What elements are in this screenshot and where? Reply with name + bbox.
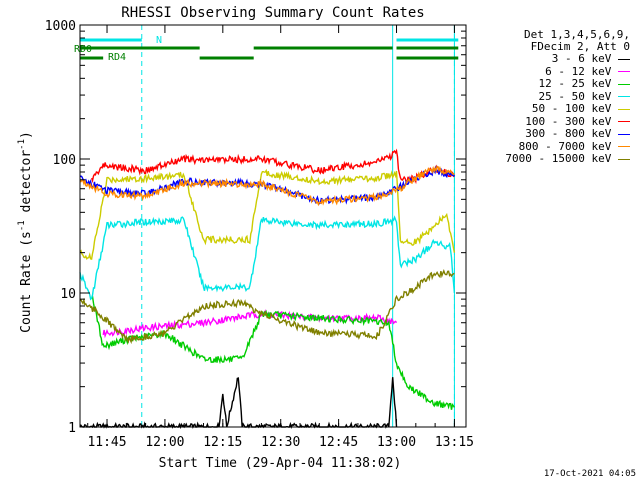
legend-item-label: 3 - 6 keV [551,52,618,65]
y-tick-label-1: 10 [60,287,76,302]
y-tick-label-3: 1000 [45,19,76,34]
bar-label-rd0: RD0 [74,44,92,55]
legend-swatch [618,58,630,60]
legend-item-label: 100 - 300 keV [525,114,618,128]
legend-item: 3 - 6 keV [552,52,630,65]
legend-item: 100 - 300 keV [525,115,630,128]
legend-item: 800 - 7000 keV [519,140,630,153]
legend-header-line-1: Det 1,3,4,5,6,9, [524,28,630,41]
legend-item: 6 - 12 keV [545,65,630,78]
legend-swatch [618,71,630,72]
y-axis-label: Count Rate (s-1 detector-1) [17,131,34,333]
legend-swatch [618,133,630,135]
plot-area [79,25,459,430]
legend-swatch [618,121,630,122]
x-tick-label-2: 12:15 [203,435,242,450]
y-tick-label-2: 100 [53,153,76,168]
legend-swatch [618,96,630,97]
legend-item-label: 6 - 12 keV [545,64,618,78]
legend-item: 7000 - 15000 keV [505,152,630,165]
x-axis-label: Start Time (29-Apr-04 11:38:02) [159,456,402,471]
series-line-0 [79,377,398,430]
legend-item: 12 - 25 keV [539,77,630,90]
legend-item: 300 - 800 keV [525,127,630,140]
bar-label-rd4: RD4 [108,52,126,63]
series-line-5 [90,148,455,185]
legend-header-line-2: FDecim 2, Att 0 [530,40,630,53]
y-tick-label-0: 1 [68,421,76,436]
legend-swatch [618,83,630,85]
legend-item-label: 7000 - 15000 keV [505,152,618,165]
legend-item: 50 - 100 keV [532,102,630,115]
x-tick-label-4: 12:45 [319,435,358,450]
x-tick-label-3: 12:30 [261,435,300,450]
bar-label-n: N [156,35,162,46]
footer-date: 17-Oct-2021 04:05 [544,469,636,479]
legend-item-label: 25 - 50 keV [538,89,618,103]
series-line-7 [79,165,455,207]
legend-swatch [618,158,630,160]
series-line-4 [79,168,456,261]
plot-frame [79,24,467,428]
chart-title: RHESSI Observing Summary Count Rates [121,5,424,21]
series-line-8 [79,268,455,345]
axis-ticks: 11:45 12:00 12:15 12:30 12:45 13:00 13:15 1 10 10… [45,19,474,450]
x-tick-label-1: 12:00 [145,435,184,450]
x-tick-label-6: 13:15 [435,435,474,450]
legend-swatch [618,108,630,110]
legend-item-label: 50 - 100 keV [531,102,618,115]
legend-item: 25 - 50 keV [539,90,630,103]
series-line-3 [79,215,456,301]
legend-item-label: 12 - 25 keV [538,77,618,90]
x-tick-label-5: 13:00 [377,435,416,450]
x-tick-label-0: 11:45 [87,435,126,450]
legend-item-label: 800 - 7000 keV [518,139,618,153]
series-line-2 [91,295,455,410]
legend-swatch [618,146,630,147]
legend-item-label: 300 - 800 keV [525,127,618,140]
